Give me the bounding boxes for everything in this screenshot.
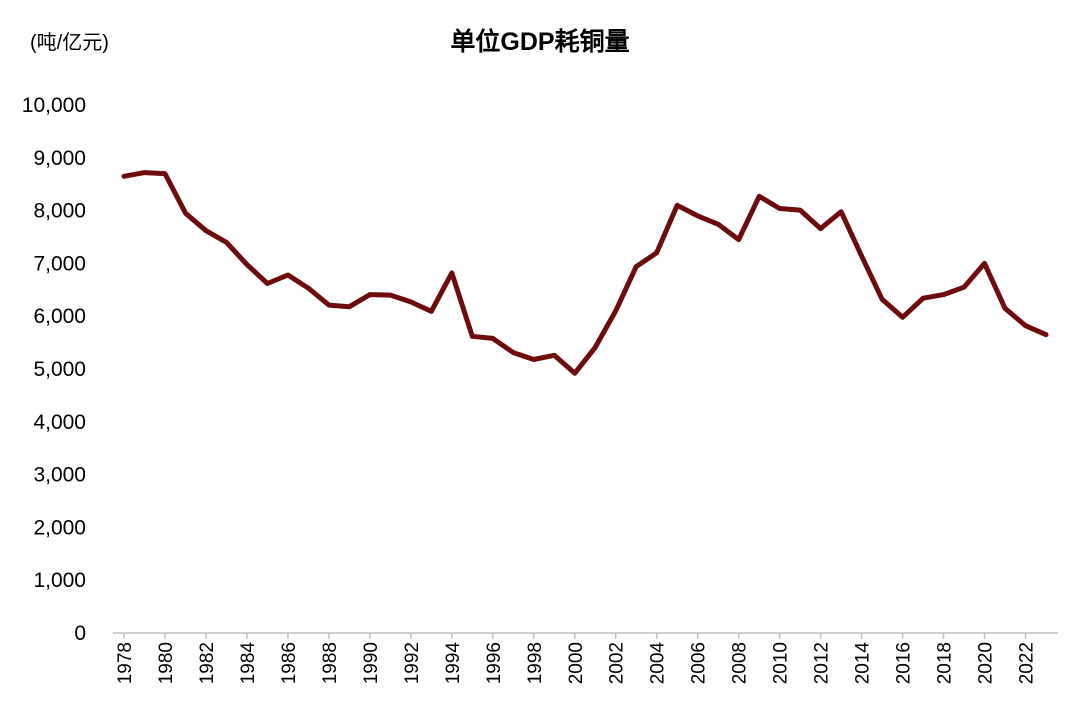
data-point [163, 171, 167, 176]
data-point [572, 371, 577, 376]
data-point [388, 293, 393, 298]
data-point [326, 303, 331, 308]
x-tick-label: 1984 [238, 642, 259, 685]
data-point [285, 273, 290, 277]
data-point [900, 315, 905, 320]
data-point [859, 254, 864, 258]
y-tick-label: 0 [74, 622, 86, 645]
data-point [736, 237, 741, 242]
x-tick-label: 2012 [812, 642, 833, 684]
data-point [757, 194, 762, 199]
data-point [449, 270, 454, 275]
y-tick-label: 7,000 [33, 252, 86, 275]
x-tick-label: 2016 [894, 642, 915, 684]
data-point [490, 336, 495, 341]
data-point [552, 353, 557, 358]
x-tick-label: 2004 [648, 642, 669, 685]
data-point [962, 285, 966, 290]
data-point [654, 250, 659, 255]
x-tick-label: 1992 [402, 642, 423, 684]
data-point [839, 209, 844, 214]
x-tick-label: 1994 [443, 642, 464, 685]
x-tick-label: 1988 [320, 642, 341, 684]
data-point [142, 170, 147, 175]
y-tick-label: 4,000 [33, 411, 86, 434]
data-point [941, 292, 946, 297]
data-point [122, 174, 126, 179]
data-point [224, 240, 229, 245]
x-tick-label: 2006 [689, 642, 710, 684]
data-point [408, 299, 413, 304]
x-tick-label: 1998 [525, 642, 546, 684]
data-point [470, 334, 475, 339]
x-tick-label: 1986 [279, 642, 300, 684]
y-tick-label: 8,000 [33, 200, 86, 223]
data-point [347, 304, 352, 309]
data-point [777, 206, 782, 211]
x-tick-label: 2022 [1017, 642, 1038, 684]
x-tick-label: 2008 [730, 642, 751, 684]
data-point [675, 203, 680, 208]
x-tick-label: 1996 [484, 642, 505, 684]
y-tick-label: 5,000 [33, 358, 86, 381]
data-point [880, 297, 885, 302]
x-tick-label: 2010 [771, 642, 792, 684]
series-line-copper-per-gdp [121, 170, 1049, 376]
y-tick-label: 3,000 [33, 464, 86, 487]
data-point [798, 208, 803, 213]
y-axis-ticks: 0 1,000 2,000 3,000 4,000 5,000 6,000 7,000 8,00… [22, 94, 86, 645]
series-group [121, 170, 1049, 376]
y-tick-label: 1,000 [33, 569, 86, 592]
data-point [921, 296, 926, 301]
x-axis-ticks: 1978 1980 1982 1984 1986 1988 1990 1992 1994 1996… [115, 633, 1038, 684]
data-point [183, 211, 188, 216]
y-tick-label: 2,000 [33, 516, 86, 539]
data-point [367, 292, 372, 297]
x-tick-label: 1980 [156, 642, 177, 684]
data-point [1044, 332, 1048, 337]
y-tick-label: 10,000 [22, 94, 86, 117]
data-point [613, 308, 618, 313]
x-tick-label: 2018 [935, 642, 956, 684]
y-axis-unit-label: (吨/亿元) [30, 32, 109, 54]
data-point [429, 309, 434, 314]
data-point [511, 350, 516, 355]
data-point [818, 226, 823, 231]
data-point [265, 281, 270, 286]
data-point [982, 261, 987, 266]
y-tick-label: 6,000 [33, 305, 86, 328]
x-tick-label: 1982 [197, 642, 218, 684]
data-point [593, 345, 598, 350]
x-tick-label: 2000 [566, 642, 587, 684]
x-tick-label: 2014 [853, 642, 874, 685]
x-tick-label: 1990 [361, 642, 382, 684]
data-point [634, 264, 639, 269]
data-point [1003, 306, 1007, 311]
data-point [1023, 323, 1028, 328]
data-point [244, 262, 249, 267]
x-tick-label: 2020 [976, 642, 997, 684]
y-tick-label: 9,000 [33, 147, 86, 170]
chart-title: 单位GDP耗铜量 [450, 28, 630, 56]
x-tick-label: 1978 [115, 642, 136, 684]
data-point [204, 228, 208, 233]
data-point [716, 222, 721, 227]
data-point [531, 357, 536, 362]
x-tick-label: 2002 [607, 642, 628, 684]
data-point [695, 213, 700, 218]
data-point [306, 286, 311, 291]
